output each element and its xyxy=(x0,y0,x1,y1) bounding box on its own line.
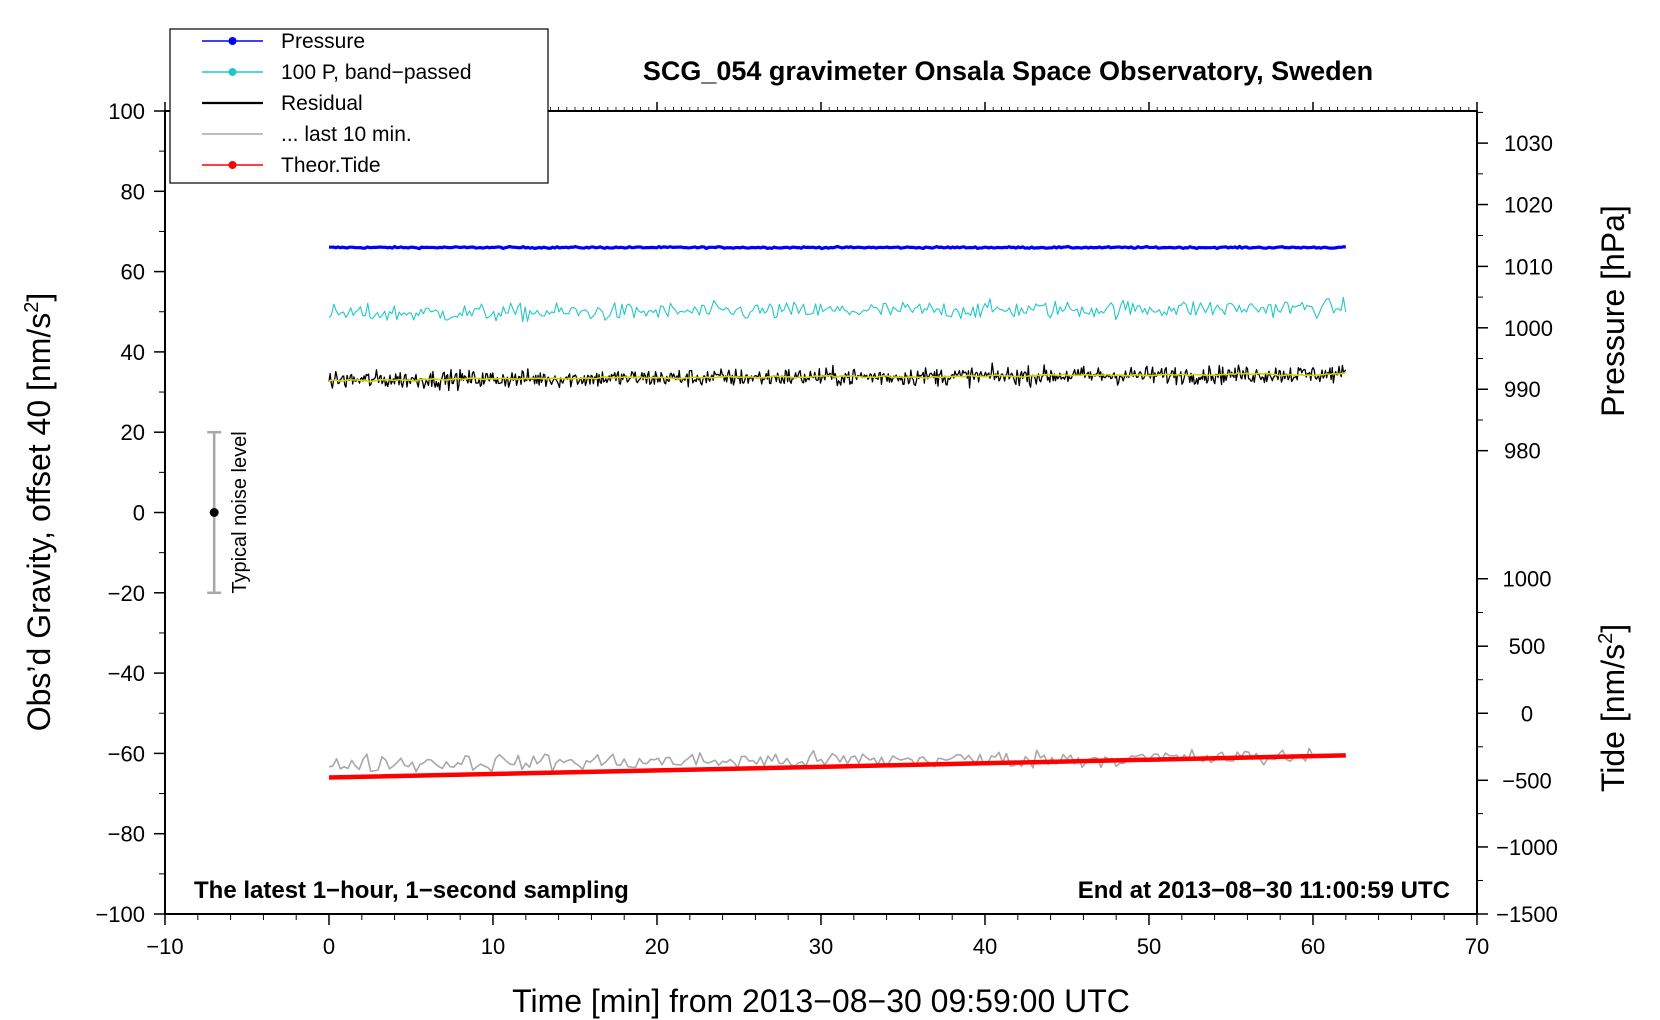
chart-title: SCG_054 gravimeter Onsala Space Observat… xyxy=(643,56,1373,86)
tide-axis-title-text: Tide [nm/s xyxy=(1595,644,1631,792)
tide-axis-ticks: 1000 500 0 −500 −1000 −1500 xyxy=(1477,567,1558,927)
tide-axis-title-close: ] xyxy=(1595,624,1631,633)
tide-tick-label: −1500 xyxy=(1496,902,1558,927)
legend-label: Pressure xyxy=(281,30,365,53)
x-tick-label: 60 xyxy=(1301,934,1325,959)
y-left-tick-label: 40 xyxy=(121,340,145,365)
x-axis-title: Time [min] from 2013−08−30 09:59:00 UTC xyxy=(512,983,1130,1019)
y-left-axis-ticks: 100 80 60 40 20 0 −20 −40 −60 −80 −100 xyxy=(95,99,165,927)
legend-marker xyxy=(228,37,237,45)
y-left-axis-title-text: Obs’d Gravity, offset 40 [nm/s xyxy=(21,313,57,732)
plot-frame xyxy=(164,110,1478,915)
series-group xyxy=(328,244,1347,780)
series-line-100-p-band-passed xyxy=(328,296,1347,323)
y-left-tick-label: −40 xyxy=(108,661,145,686)
legend-label: ... last 10 min. xyxy=(281,123,412,146)
legend-label: 100 P, band−passed xyxy=(281,61,472,84)
annotation-end-time: End at 2013−08−30 11:00:59 UTC xyxy=(1078,877,1450,904)
series-line-residual-smoothed xyxy=(328,371,1346,383)
y-left-tick-label: −20 xyxy=(108,581,145,606)
pressure-axis-title: Pressure [hPa] xyxy=(1595,205,1631,417)
pressure-tick-label: 990 xyxy=(1504,377,1541,402)
x-tick-label: 40 xyxy=(973,934,997,959)
y-left-tick-label: 20 xyxy=(121,420,145,445)
legend-label: Residual xyxy=(281,92,363,115)
pressure-tick-label: 1000 xyxy=(1504,316,1553,341)
x-tick-label: 0 xyxy=(323,934,335,959)
legend-label: Theor.Tide xyxy=(281,154,381,177)
tide-tick-label: 0 xyxy=(1521,701,1533,726)
y-left-tick-label: 100 xyxy=(108,99,145,124)
tide-axis-title: Tide [nm/s2] xyxy=(1595,624,1631,792)
x-axis-ticks: −10 0 10 20 30 40 50 60 70 xyxy=(146,102,1489,959)
pressure-axis-ticks: 1030 1020 1010 1000 990 980 xyxy=(1477,111,1553,464)
y-left-tick-label: −80 xyxy=(108,822,145,847)
y-left-axis-title: Obs’d Gravity, offset 40 [nm/s2] xyxy=(21,293,57,732)
pressure-tick-label: 980 xyxy=(1504,439,1541,464)
annotation-sampling: The latest 1−hour, 1−second sampling xyxy=(194,877,629,904)
y-left-axis-title-close: ] xyxy=(21,293,57,302)
pressure-tick-label: 1020 xyxy=(1504,193,1553,218)
legend-marker xyxy=(228,68,237,76)
legend-marker xyxy=(228,161,237,169)
noise-level-label: Typical noise level xyxy=(229,431,251,593)
x-tick-label: 70 xyxy=(1465,934,1489,959)
y-left-tick-label: −60 xyxy=(108,741,145,766)
y-left-tick-label: −100 xyxy=(95,902,145,927)
tide-tick-label: −1000 xyxy=(1496,835,1558,860)
y-left-tick-label: 60 xyxy=(121,260,145,285)
y-left-tick-label: 0 xyxy=(133,501,145,526)
tide-tick-label: 500 xyxy=(1509,634,1546,659)
noise-level-point xyxy=(209,508,219,517)
x-tick-label: −10 xyxy=(146,934,183,959)
series-line-theor-tide xyxy=(328,753,1346,780)
tide-tick-label: −500 xyxy=(1502,768,1552,793)
pressure-tick-label: 1030 xyxy=(1504,131,1553,156)
x-tick-label: 30 xyxy=(809,934,833,959)
x-tick-label: 50 xyxy=(1137,934,1161,959)
y-left-axis-title-sup: 2 xyxy=(21,302,43,313)
x-tick-label: 20 xyxy=(645,934,669,959)
noise-level-marker: Typical noise level xyxy=(207,430,251,595)
legend-box xyxy=(169,28,549,184)
tide-axis-title-sup: 2 xyxy=(1595,633,1617,644)
series-line-residual xyxy=(328,362,1347,392)
legend: Pressure 100 P, band−passed Residual ... la… xyxy=(169,28,549,184)
series-line-pressure xyxy=(328,244,1346,251)
x-tick-label: 10 xyxy=(481,934,505,959)
pressure-tick-label: 1010 xyxy=(1504,254,1553,279)
tide-tick-label: 1000 xyxy=(1503,567,1552,592)
y-left-tick-label: 80 xyxy=(121,179,145,204)
